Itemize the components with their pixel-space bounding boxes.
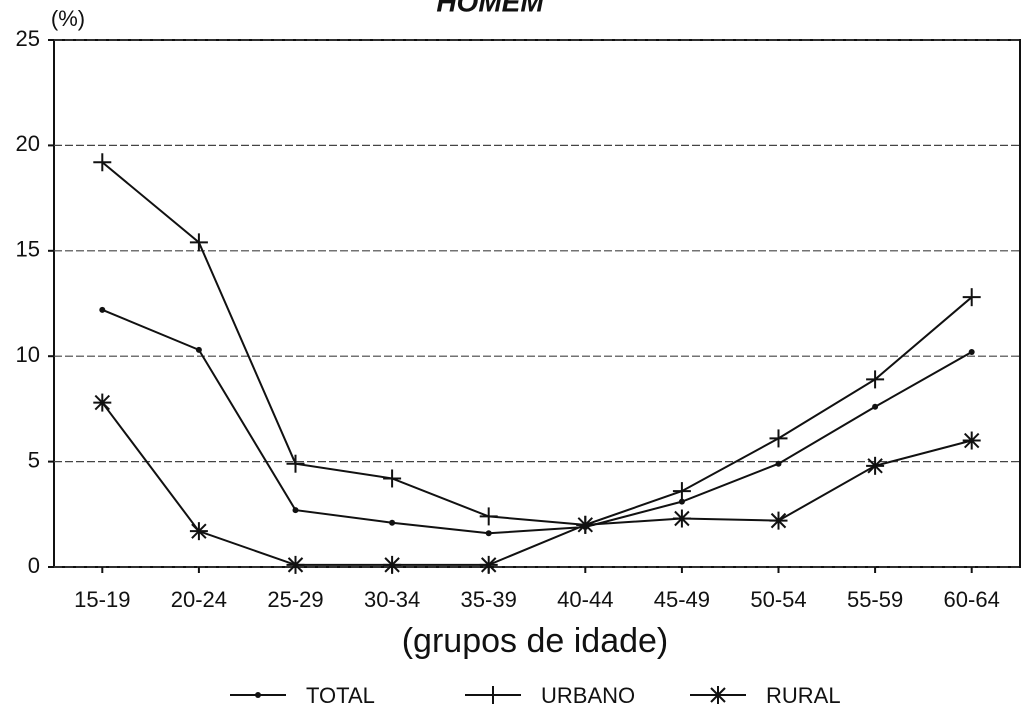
marker <box>485 530 492 537</box>
marker <box>866 456 885 475</box>
x-tick-label: 55-59 <box>847 587 903 612</box>
marker-dot <box>872 403 879 410</box>
x-tick-label: 25-29 <box>267 587 323 612</box>
marker <box>292 507 299 514</box>
marker <box>484 686 502 704</box>
x-tick-label: 60-64 <box>944 587 1000 612</box>
marker-stroke <box>480 557 497 573</box>
marker <box>189 522 208 541</box>
legend-label: URBANO <box>541 683 635 708</box>
marker-stroke <box>577 517 594 533</box>
legend-label: RURAL <box>766 683 841 708</box>
marker <box>678 498 685 505</box>
series-line <box>101 161 973 526</box>
marker <box>479 507 498 526</box>
marker-stroke <box>191 523 207 539</box>
marker <box>286 454 305 473</box>
y-tick-label: 15 <box>16 237 40 262</box>
marker <box>872 403 879 410</box>
marker <box>93 393 112 412</box>
y-axis-label: (%) <box>51 6 85 31</box>
marker <box>672 509 691 528</box>
y-tick-label: 0 <box>28 553 40 578</box>
marker-stroke <box>963 432 980 449</box>
x-tick-label: 15-19 <box>74 587 130 612</box>
y-tick-label: 5 <box>28 447 40 472</box>
marker-dot <box>99 306 106 313</box>
marker <box>99 306 106 313</box>
marker <box>769 429 788 448</box>
marker <box>709 686 727 704</box>
marker <box>775 460 782 467</box>
marker-stroke <box>867 458 883 474</box>
x-axis-label: (grupos de idade) <box>402 622 669 660</box>
marker-stroke <box>674 510 690 527</box>
x-tick-label: 30-34 <box>364 587 420 612</box>
marker-stroke <box>710 687 726 703</box>
marker <box>93 153 112 172</box>
legend-label: TOTAL <box>306 683 375 708</box>
marker-dot <box>389 519 396 526</box>
x-tick-label: 45-49 <box>654 587 710 612</box>
x-tick-label: 40-44 <box>557 587 613 612</box>
x-tick-label: 50-54 <box>750 587 806 612</box>
marker-stroke <box>384 557 400 573</box>
marker <box>389 519 396 526</box>
chart-title: HOMEM <box>436 0 544 17</box>
marker <box>195 346 202 353</box>
marker-dot <box>775 460 782 467</box>
marker <box>479 555 498 574</box>
y-tick-label: 20 <box>16 131 40 156</box>
x-tick-label: 20-24 <box>171 587 227 612</box>
y-tick-label: 25 <box>16 26 40 51</box>
series-line <box>101 401 972 566</box>
marker-dot <box>968 348 975 355</box>
marker <box>189 233 208 252</box>
marker-dot <box>195 346 202 353</box>
marker <box>255 692 261 698</box>
marker-dot <box>292 507 299 514</box>
marker-stroke <box>94 394 111 411</box>
marker <box>968 348 975 355</box>
marker <box>672 482 691 501</box>
marker-dot <box>678 498 685 505</box>
marker <box>383 555 402 574</box>
y-tick-label: 10 <box>16 342 40 367</box>
marker <box>962 431 981 450</box>
marker-stroke <box>287 557 304 573</box>
marker <box>383 469 402 488</box>
marker-dot <box>255 692 261 698</box>
series-line <box>101 308 973 535</box>
marker-dot <box>485 530 492 537</box>
marker <box>866 370 885 389</box>
plot-frame <box>53 39 1021 568</box>
x-tick-label: 35-39 <box>461 587 517 612</box>
marker-stroke <box>770 512 787 529</box>
marker <box>576 515 595 534</box>
marker <box>286 555 305 574</box>
marker <box>962 288 981 307</box>
marker <box>769 511 788 530</box>
